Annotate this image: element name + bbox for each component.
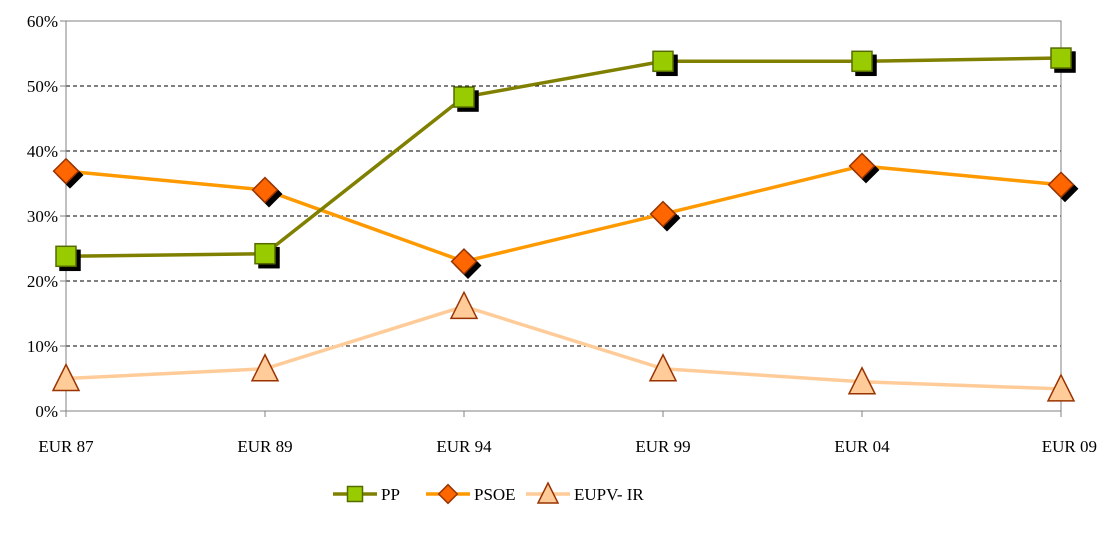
x-tick-label: EUR 87 <box>38 437 94 456</box>
legend-item-eupv-ir: EUPV- IR <box>526 481 644 504</box>
marker-diamond <box>649 200 677 228</box>
data-point <box>51 362 81 392</box>
data-point <box>1050 47 1076 73</box>
marker-triangle <box>847 366 877 395</box>
marker-triangle <box>51 362 81 392</box>
data-point <box>847 366 877 395</box>
marker-square <box>346 485 364 503</box>
y-tick-label: 0% <box>35 402 58 421</box>
x-tick-label: EUR 94 <box>436 437 492 456</box>
marker-diamond <box>52 157 80 185</box>
marker-diamond <box>251 176 279 204</box>
y-tick-label: 50% <box>27 77 58 96</box>
marker-triangle <box>648 353 678 382</box>
marker-diamond <box>450 248 478 275</box>
legend: PP PSOE EUPV- IR <box>333 481 644 505</box>
marker-square <box>1050 47 1072 69</box>
marker-square <box>453 86 475 108</box>
legend-label: PSOE <box>474 485 516 504</box>
marker-triangle <box>250 353 280 382</box>
x-tick-label: EUR 09 <box>1042 437 1097 456</box>
legend-label: PP <box>381 485 400 504</box>
marker-square <box>652 50 674 73</box>
data-point <box>251 176 283 208</box>
legend-item-pp: PP <box>333 485 400 504</box>
y-tick-label: 30% <box>27 207 58 226</box>
marker-diamond <box>848 152 876 180</box>
data-point <box>450 248 482 279</box>
x-tick-label: EUR 04 <box>834 437 890 456</box>
series-psoe <box>52 152 1079 279</box>
data-point <box>437 483 459 505</box>
series-pp <box>55 47 1076 272</box>
data-point <box>453 86 479 112</box>
data-point <box>449 290 479 320</box>
series-eupv-ir <box>51 290 1076 402</box>
data-point <box>52 157 84 189</box>
marker-triangle <box>536 481 560 504</box>
marker-square <box>851 50 873 73</box>
data-point <box>1046 373 1076 402</box>
series-group <box>51 47 1079 402</box>
legend-label: EUPV- IR <box>574 485 644 504</box>
series-line <box>65 304 1062 391</box>
marker-triangle <box>449 290 479 320</box>
y-tick-label: 10% <box>27 337 58 356</box>
data-point <box>1047 171 1079 203</box>
legend-item-psoe: PSOE <box>426 483 516 505</box>
y-tick-label: 40% <box>27 142 58 161</box>
tick-labels: 0% 10% 20% 30% 40% 50% 60% EUR 87 EUR 89 EUR 94 EU… <box>27 12 1097 456</box>
marker-square <box>254 242 276 265</box>
data-point <box>346 485 364 503</box>
data-point <box>254 242 280 269</box>
data-point <box>536 481 560 504</box>
y-tick-label: 20% <box>27 272 58 291</box>
axes <box>60 20 1062 417</box>
data-point <box>649 200 681 232</box>
data-point <box>848 152 880 184</box>
data-point <box>648 353 678 382</box>
y-tick-label: 60% <box>27 12 58 31</box>
x-tick-label: EUR 89 <box>237 437 292 456</box>
series-line <box>65 164 1062 264</box>
series-line <box>65 56 1062 259</box>
marker-diamond <box>437 483 459 505</box>
x-tick-label: EUR 99 <box>635 437 690 456</box>
marker-diamond <box>1047 171 1075 199</box>
data-point <box>652 50 678 77</box>
marker-square <box>55 245 77 268</box>
data-point <box>250 353 280 382</box>
gridlines <box>66 85 1061 347</box>
data-point <box>851 50 877 77</box>
data-point <box>55 245 81 272</box>
marker-triangle <box>1046 373 1076 402</box>
